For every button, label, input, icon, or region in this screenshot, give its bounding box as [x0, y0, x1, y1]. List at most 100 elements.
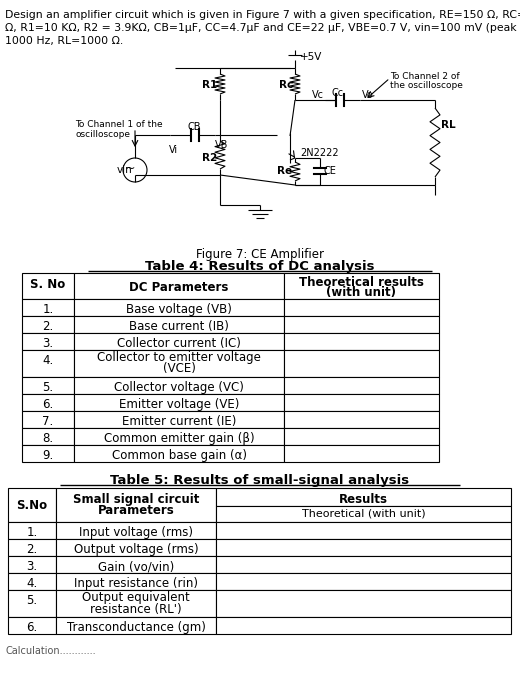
Bar: [284, 350, 439, 377]
Text: Table 4: Results of DC analysis: Table 4: Results of DC analysis: [145, 260, 375, 273]
Text: 2.: 2.: [27, 543, 37, 556]
Bar: [22, 377, 74, 394]
Text: Parameters: Parameters: [98, 504, 174, 517]
Text: Emitter voltage (VE): Emitter voltage (VE): [119, 398, 239, 411]
Bar: [216, 522, 511, 539]
Bar: [74, 445, 284, 462]
Text: Output equivalent: Output equivalent: [82, 591, 190, 604]
Bar: [74, 333, 284, 350]
Bar: [56, 488, 216, 522]
Text: Small signal circuit: Small signal circuit: [73, 493, 199, 506]
Text: vin: vin: [117, 165, 133, 175]
Text: To Channel 1 of the: To Channel 1 of the: [75, 120, 163, 129]
Bar: [56, 573, 216, 590]
Text: Common emitter gain (β): Common emitter gain (β): [103, 432, 254, 445]
Text: Vc: Vc: [312, 90, 324, 100]
Bar: [8, 488, 56, 522]
Bar: [56, 556, 216, 573]
Text: 6.: 6.: [27, 621, 37, 634]
Bar: [284, 445, 439, 462]
Bar: [56, 590, 216, 617]
Bar: [74, 350, 284, 377]
Bar: [8, 522, 56, 539]
Bar: [22, 394, 74, 411]
Text: 7.: 7.: [42, 415, 54, 428]
Bar: [284, 394, 439, 411]
Bar: [216, 506, 511, 522]
Text: Transconductance (gm): Transconductance (gm): [67, 621, 205, 634]
Bar: [284, 316, 439, 333]
Bar: [216, 539, 511, 556]
Text: Base voltage (VB): Base voltage (VB): [126, 303, 232, 316]
Text: Vi: Vi: [169, 145, 178, 155]
Text: (VCE): (VCE): [163, 362, 196, 375]
Text: To Channel 2 of: To Channel 2 of: [390, 72, 460, 81]
Bar: [22, 445, 74, 462]
Bar: [56, 522, 216, 539]
Text: Common base gain (α): Common base gain (α): [111, 449, 246, 462]
Bar: [216, 573, 511, 590]
Text: oscilloscope: oscilloscope: [75, 130, 130, 139]
Text: Collector current (IC): Collector current (IC): [117, 337, 241, 350]
Bar: [74, 316, 284, 333]
Bar: [74, 428, 284, 445]
Bar: [74, 273, 284, 299]
Text: DC Parameters: DC Parameters: [129, 281, 229, 294]
Text: 2.: 2.: [42, 320, 54, 333]
Text: 4.: 4.: [27, 577, 37, 590]
Text: Collector voltage (VC): Collector voltage (VC): [114, 381, 244, 394]
Bar: [8, 573, 56, 590]
Bar: [74, 299, 284, 316]
Bar: [216, 617, 511, 634]
Text: RL: RL: [441, 120, 456, 130]
Bar: [74, 411, 284, 428]
Text: Vo: Vo: [362, 90, 374, 100]
Text: 1000 Hz, RL=1000 Ω.: 1000 Hz, RL=1000 Ω.: [5, 36, 123, 46]
Bar: [284, 377, 439, 394]
Text: 5.: 5.: [27, 594, 37, 607]
Bar: [216, 488, 511, 506]
Text: the oscilloscope: the oscilloscope: [390, 81, 463, 90]
Bar: [74, 394, 284, 411]
Text: 3.: 3.: [27, 560, 37, 573]
Bar: [22, 350, 74, 377]
Text: 3.: 3.: [43, 337, 54, 350]
Bar: [8, 539, 56, 556]
Bar: [284, 299, 439, 316]
Text: CE: CE: [324, 166, 337, 176]
Text: Theoretical results: Theoretical results: [299, 276, 424, 289]
Bar: [56, 617, 216, 634]
Bar: [216, 590, 511, 617]
Text: 9.: 9.: [42, 449, 54, 462]
Text: Ω, R1=10 KΩ, R2 = 3.9KΩ, CB=1μF, CC=4.7μF and CE=22 μF, VBE=0.7 V, vin=100 mV (p: Ω, R1=10 KΩ, R2 = 3.9KΩ, CB=1μF, CC=4.7μ…: [5, 23, 520, 33]
Bar: [22, 411, 74, 428]
Text: VB: VB: [215, 140, 228, 150]
Text: 1.: 1.: [27, 526, 37, 539]
Text: 4.: 4.: [42, 354, 54, 367]
Text: Gain (vo/vin): Gain (vo/vin): [98, 560, 174, 573]
Text: Figure 7: CE Amplifier: Figure 7: CE Amplifier: [196, 248, 324, 261]
Text: 5.: 5.: [43, 381, 54, 394]
Text: 8.: 8.: [43, 432, 54, 445]
Text: Base current (IB): Base current (IB): [129, 320, 229, 333]
Bar: [8, 590, 56, 617]
Text: Rc: Rc: [279, 80, 293, 90]
Bar: [284, 428, 439, 445]
Text: CB: CB: [187, 122, 201, 132]
Bar: [22, 299, 74, 316]
Bar: [8, 556, 56, 573]
Text: 2N2222: 2N2222: [300, 148, 339, 158]
Text: ~: ~: [125, 162, 135, 174]
Bar: [22, 316, 74, 333]
Text: Output voltage (rms): Output voltage (rms): [74, 543, 198, 556]
Text: 6.: 6.: [42, 398, 54, 411]
Text: R2: R2: [202, 153, 217, 163]
Text: Results: Results: [339, 493, 388, 506]
Bar: [8, 617, 56, 634]
Text: Calculation............: Calculation............: [5, 646, 96, 656]
Text: Emitter current (IE): Emitter current (IE): [122, 415, 236, 428]
Bar: [284, 411, 439, 428]
Text: Theoretical (with unit): Theoretical (with unit): [302, 509, 425, 519]
Text: S.No: S.No: [17, 499, 47, 512]
Bar: [216, 556, 511, 573]
